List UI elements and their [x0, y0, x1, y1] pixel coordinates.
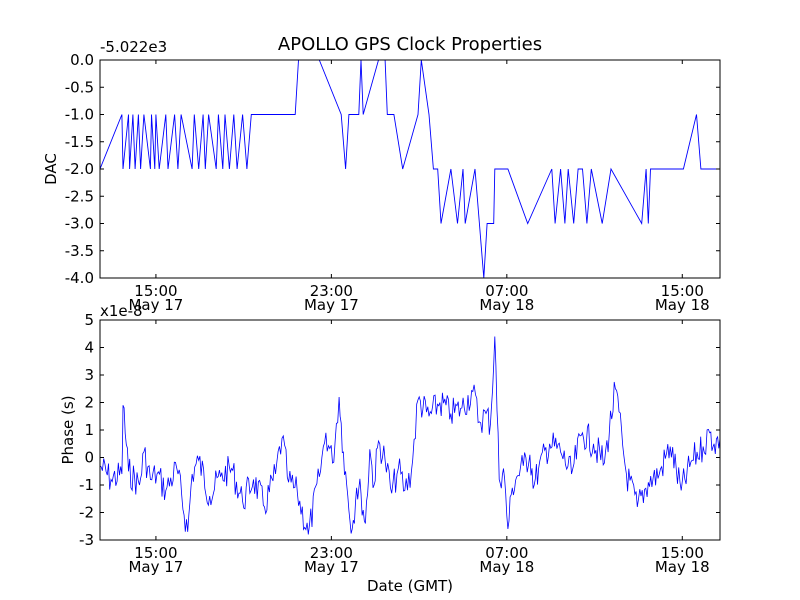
phase-offset-text: x1e-8: [100, 302, 143, 320]
dac-axes-frame: [99, 59, 721, 279]
dac-x-tick-time: 15:00: [134, 282, 177, 300]
phase-y-tick-label: 0: [84, 449, 94, 467]
phase-x-tick-date: May 17: [128, 558, 183, 576]
dac-y-tick-label: -4.0: [65, 269, 94, 287]
dac-y-tick-label: -3.0: [65, 215, 94, 233]
phase-x-axis-label: Date (GMT): [367, 577, 453, 595]
dac-y-axis-label: DAC: [42, 153, 60, 185]
phase-series-line: [100, 336, 720, 535]
dac-x-tick-time: 07:00: [485, 282, 528, 300]
phase-x-tick-time: 15:00: [134, 544, 177, 562]
phase-x-tick-date: May 17: [304, 558, 359, 576]
dac-y-tick-label: -0.5: [65, 78, 94, 96]
dac-x-tick-time: 23:00: [310, 282, 353, 300]
dac-y-tick-label: -1.0: [65, 106, 94, 124]
dac-series-line: [100, 60, 720, 278]
phase-y-tick-label: 1: [84, 421, 94, 439]
phase-y-tick-label: -2: [79, 504, 94, 522]
phase-y-tick-label: 4: [84, 339, 94, 357]
dac-y-tick-label: -1.5: [65, 133, 94, 151]
dac-y-tick-label: -2.5: [65, 187, 94, 205]
phase-y-tick-label: 5: [84, 311, 94, 329]
dac-x-tick-date: May 18: [479, 296, 534, 314]
phase-y-axis-label: Phase (s): [59, 395, 77, 464]
dac-x-tick-date: May 17: [128, 296, 183, 314]
phase-x-tick-time: 15:00: [661, 544, 704, 562]
dac-offset-text: -5.022e3: [100, 38, 167, 56]
dac-y-tick-label: -3.5: [65, 242, 94, 260]
phase-x-tick-date: May 18: [655, 558, 710, 576]
phase-x-tick-time: 07:00: [485, 544, 528, 562]
dac-panel: 0.0 -0.5 -1.0 -1.5 -2.0 -2.5 -3.0 -3.5 -4.0 15:00…: [42, 38, 721, 314]
dac-x-tick-date: May 17: [304, 296, 359, 314]
dac-y-tick-label: -2.0: [65, 160, 94, 178]
phase-y-tick-label: 3: [84, 366, 94, 384]
figure-title: APOLLO GPS Clock Properties: [278, 34, 542, 55]
phase-y-tick-label: -3: [79, 531, 94, 549]
phase-y-tick-label: -1: [79, 476, 94, 494]
phase-y-tick-label: 2: [84, 394, 94, 412]
phase-x-tick-date: May 18: [479, 558, 534, 576]
dac-x-tick-time: 15:00: [661, 282, 704, 300]
dac-y-tick-label: 0.0: [70, 51, 94, 69]
phase-x-tick-time: 23:00: [310, 544, 353, 562]
dac-x-tick-date: May 18: [655, 296, 710, 314]
phase-axes-frame: [99, 319, 721, 541]
